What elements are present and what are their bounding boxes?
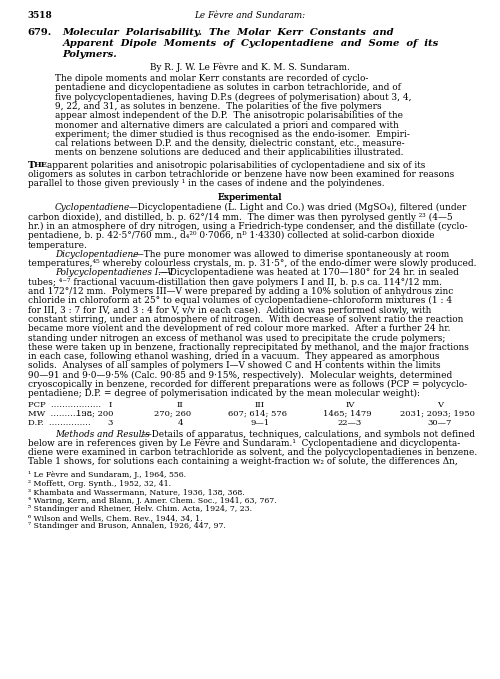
Text: temperatures,⁴⁵ whereby colourless crystals, m. p. 31·5°, of the endo-dimer were: temperatures,⁴⁵ whereby colourless cryst… bbox=[28, 259, 476, 268]
Text: pentadiene, b. p. 42·5°/760 mm., d₄²⁰ 0·7066, nᴰ 1·4330) collected at solid-carb: pentadiene, b. p. 42·5°/760 mm., d₄²⁰ 0·… bbox=[28, 232, 434, 240]
Text: V: V bbox=[437, 401, 443, 409]
Text: Molecular  Polarisability.  The  Molar  Kerr  Constants  and: Molecular Polarisability. The Molar Kerr… bbox=[62, 28, 394, 37]
Text: pentadiene; D.P. = degree of polymerisation indicated by the mean molecular weig: pentadiene; D.P. = degree of polymerisat… bbox=[28, 389, 419, 399]
Text: .—Dicyclopentadiene (L. Light and Co.) was dried (MgSO₄), filtered (under: .—Dicyclopentadiene (L. Light and Co.) w… bbox=[126, 203, 466, 213]
Text: monomer and alternative dimers are calculated a priori and compared with: monomer and alternative dimers are calcu… bbox=[55, 120, 399, 130]
Text: pentadiene and dicyclopentadiene as solutes in carbon tetrachloride, and of: pentadiene and dicyclopentadiene as solu… bbox=[55, 84, 401, 92]
Text: standing under nitrogen an excess of methanol was used to precipitate the crude : standing under nitrogen an excess of met… bbox=[28, 333, 445, 342]
Text: 2031; 2093; 1950: 2031; 2093; 1950 bbox=[400, 410, 475, 418]
Text: cal relations between D.P. and the density, dielectric constant, etc., measure-: cal relations between D.P. and the densi… bbox=[55, 139, 405, 148]
Text: By R. J. W. Le Fèvre and K. M. S. Sundaram.: By R. J. W. Le Fèvre and K. M. S. Sundar… bbox=[150, 62, 350, 71]
Text: ⁶ Wilson and Wells, Chem. Rev., 1944, 34, 1.: ⁶ Wilson and Wells, Chem. Rev., 1944, 34… bbox=[28, 514, 202, 522]
Text: I: I bbox=[108, 401, 112, 409]
Text: appear almost independent of the D.P.  The anisotropic polarisabilities of the: appear almost independent of the D.P. Th… bbox=[55, 111, 403, 120]
Text: five polycyclopentadienes, having D.P.s (degrees of polymerisation) about 3, 4,: five polycyclopentadienes, having D.P.s … bbox=[55, 92, 412, 102]
Text: below are in references given by Le Fèvre and Sundaram.¹  Cyclopentadiene and di: below are in references given by Le Fèvr… bbox=[28, 439, 460, 448]
Text: 198; 200: 198; 200 bbox=[76, 410, 114, 418]
Text: parallel to those given previously ¹ in the cases of indene and the polyindenes.: parallel to those given previously ¹ in … bbox=[28, 179, 384, 188]
Text: tubes; ⁴⁻⁷ fractional vacuum-distillation then gave polymers I and II, b. p.s ca: tubes; ⁴⁻⁷ fractional vacuum-distillatio… bbox=[28, 278, 442, 287]
Text: ⁷ Standinger and Bruson, Annalen, 1926, 447, 97.: ⁷ Standinger and Bruson, Annalen, 1926, … bbox=[28, 522, 226, 530]
Text: chloride in chloroform at 25° to equal volumes of cyclopentadiene–chloroform mix: chloride in chloroform at 25° to equal v… bbox=[28, 296, 452, 306]
Text: D.P.  ……………: D.P. …………… bbox=[28, 419, 90, 427]
Text: 22—3: 22—3 bbox=[338, 419, 362, 427]
Text: oligomers as solutes in carbon tetrachloride or benzene have now been examined f: oligomers as solutes in carbon tetrachlo… bbox=[28, 170, 454, 179]
Text: ² Moffett, Org. Synth., 1952, 32, 41.: ² Moffett, Org. Synth., 1952, 32, 41. bbox=[28, 480, 171, 488]
Text: hr.) in an atmosphere of dry nitrogen, using a Friedrich-type condenser, and the: hr.) in an atmosphere of dry nitrogen, u… bbox=[28, 222, 467, 231]
Text: HE: HE bbox=[34, 161, 48, 168]
Text: 4: 4 bbox=[177, 419, 183, 427]
Text: 9, 22, and 31, as solutes in benzene.  The polarities of the five polymers: 9, 22, and 31, as solutes in benzene. Th… bbox=[55, 102, 382, 111]
Text: 30—7: 30—7 bbox=[428, 419, 452, 427]
Text: Apparent  Dipole  Moments  of  Cyclopentadiene  and  Some  of  its: Apparent Dipole Moments of Cyclopentadie… bbox=[62, 39, 439, 48]
Text: cryoscopically in benzene, recorded for different preparations were as follows (: cryoscopically in benzene, recorded for … bbox=[28, 380, 466, 389]
Text: ⁵ Standinger and Rheiner, Helv. Chim. Acta, 1924, 7, 23.: ⁵ Standinger and Rheiner, Helv. Chim. Ac… bbox=[28, 505, 252, 513]
Text: apparent polarities and anisotropic polarisabilities of cyclopentadiene and six : apparent polarities and anisotropic pola… bbox=[44, 161, 426, 170]
Text: .—The pure monomer was allowed to dimerise spontaneously at room: .—The pure monomer was allowed to dimeri… bbox=[132, 250, 449, 259]
Text: .—Details of apparatus, techniques, calculations, and symbols not defined: .—Details of apparatus, techniques, calc… bbox=[140, 430, 475, 439]
Text: 607; 614; 576: 607; 614; 576 bbox=[228, 410, 287, 418]
Text: for III, 3 : 7 for IV, and 3 : 4 for V, v/v in each case).  Addition was perform: for III, 3 : 7 for IV, and 3 : 4 for V, … bbox=[28, 306, 431, 315]
Text: 9—1: 9—1 bbox=[250, 419, 270, 427]
Text: 679.: 679. bbox=[28, 28, 52, 37]
Text: MW  ……………: MW …………… bbox=[28, 410, 92, 418]
Text: Experimental: Experimental bbox=[218, 194, 282, 202]
Text: Eѕperimental: Eѕperimental bbox=[218, 194, 282, 202]
Text: solids.  Analyses of all samples of polymers I—V showed C and H contents within : solids. Analyses of all samples of polym… bbox=[28, 361, 440, 371]
Text: 90—91 and 9·0—9·5% (Calc. 90·85 and 9·15%, respectively).  Molecular weights, de: 90—91 and 9·0—9·5% (Calc. 90·85 and 9·15… bbox=[28, 371, 452, 380]
Text: .—Dicyclopentadiene was heated at 170—180° for 24 hr. in sealed: .—Dicyclopentadiene was heated at 170—18… bbox=[158, 268, 460, 278]
Text: ments on benzene solutions are deduced and their applicabilities illustrated.: ments on benzene solutions are deduced a… bbox=[55, 149, 404, 158]
Text: Table 1 shows, for solutions each containing a weight-fraction w₂ of solute, the: Table 1 shows, for solutions each contai… bbox=[28, 458, 457, 466]
Text: 3518: 3518 bbox=[28, 11, 52, 20]
Text: The dipole moments and molar Kerr constants are recorded of cyclo-: The dipole moments and molar Kerr consta… bbox=[55, 74, 368, 83]
Text: 3: 3 bbox=[108, 419, 112, 427]
Text: PCP  ………………: PCP ……………… bbox=[28, 401, 101, 409]
Text: ¹ Le Fèvre and Sundaram, J., 1964, 556.: ¹ Le Fèvre and Sundaram, J., 1964, 556. bbox=[28, 471, 186, 479]
Text: T: T bbox=[28, 161, 35, 170]
Text: IV: IV bbox=[346, 401, 354, 409]
Text: carbon dioxide), and distilled, b. p. 62°/14 mm.  The dimer was then pyrolysed g: carbon dioxide), and distilled, b. p. 62… bbox=[28, 213, 452, 222]
Text: Le Fèvre and Sundaram:: Le Fèvre and Sundaram: bbox=[194, 11, 306, 20]
Text: ³ Khambata and Wassermann, Nature, 1936, 138, 368.: ³ Khambata and Wassermann, Nature, 1936,… bbox=[28, 488, 244, 496]
Text: these were taken up in benzene, fractionally reprecipitated by methanol, and the: these were taken up in benzene, fraction… bbox=[28, 343, 468, 352]
Text: became more violent and the development of red colour more marked.  After a furt: became more violent and the development … bbox=[28, 324, 450, 333]
Text: ⁴ Waring, Kern, and Blann, J. Amer. Chem. Soc., 1941, 63, 767.: ⁴ Waring, Kern, and Blann, J. Amer. Chem… bbox=[28, 497, 276, 505]
Text: diene were examined in carbon tetrachloride as solvent, and the polycyclopentadi: diene were examined in carbon tetrachlor… bbox=[28, 448, 477, 457]
Text: Dicyclopentadiene: Dicyclopentadiene bbox=[55, 250, 138, 259]
Text: and 172°/12 mm.  Polymers III—V were prepared by adding a 10% solution of anhydr: and 172°/12 mm. Polymers III—V were prep… bbox=[28, 287, 453, 296]
Text: Polycyclopentadienes I—V: Polycyclopentadienes I—V bbox=[55, 268, 174, 278]
Text: in each case, following ethanol washing, dried in a vacuum.  They appeared as am: in each case, following ethanol washing,… bbox=[28, 352, 439, 361]
Text: III: III bbox=[255, 401, 265, 409]
Text: constant stirring, under an atmosphere of nitrogen.  With decrease of solvent ra: constant stirring, under an atmosphere o… bbox=[28, 315, 463, 324]
Text: 1465; 1479: 1465; 1479 bbox=[323, 410, 372, 418]
Text: temperature.: temperature. bbox=[28, 240, 88, 249]
Text: Methods and Results: Methods and Results bbox=[55, 430, 150, 439]
Text: experiment; the dimer studied is thus recognised as the endo-isomer.  Empiri-: experiment; the dimer studied is thus re… bbox=[55, 130, 410, 139]
Text: 270; 260: 270; 260 bbox=[154, 410, 191, 418]
Text: Cyclopentadiene: Cyclopentadiene bbox=[55, 203, 130, 213]
Text: II: II bbox=[176, 401, 184, 409]
Text: Polymers.: Polymers. bbox=[62, 50, 117, 59]
